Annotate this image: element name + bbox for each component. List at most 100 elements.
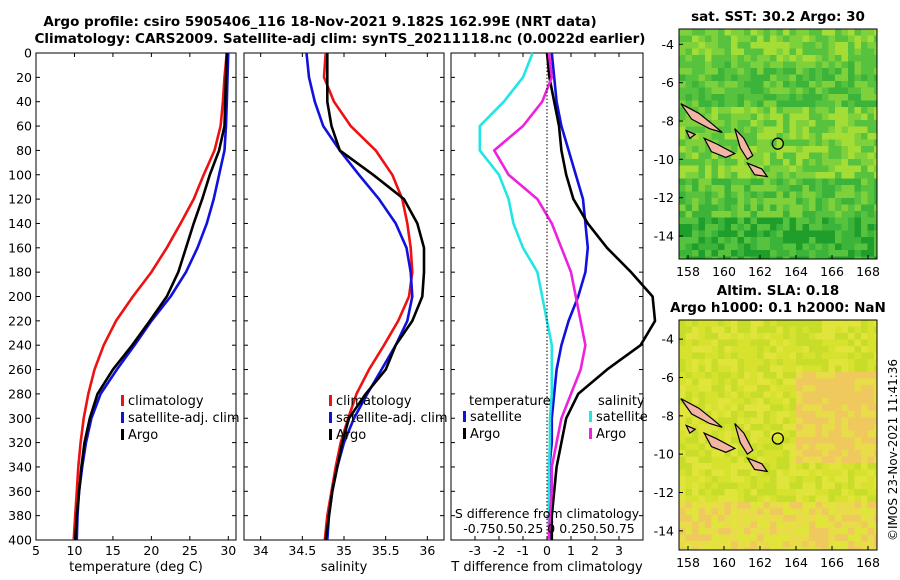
map-cell: [789, 378, 796, 385]
map-cell: [809, 417, 816, 424]
map-cell: [783, 74, 790, 81]
map-cell: [711, 333, 718, 340]
map-cell: [828, 243, 835, 250]
map-cell: [861, 68, 868, 75]
map-cell: [796, 534, 803, 541]
map-cell: [854, 35, 861, 42]
map-cell: [789, 68, 796, 75]
map-cell: [802, 113, 809, 120]
map-cell: [861, 385, 868, 392]
map-cell: [705, 94, 712, 101]
y-tick-label: 160: [8, 240, 32, 255]
map-cell: [789, 204, 796, 211]
map-cell: [841, 35, 848, 42]
map-cell: [737, 378, 744, 385]
map-cell: [841, 29, 848, 36]
map-cell: [783, 424, 790, 431]
map-cell: [874, 172, 877, 179]
map-cell: [848, 326, 855, 333]
map-cell: [809, 521, 816, 528]
y-tick-label: 320: [8, 435, 32, 450]
map-cell: [815, 534, 822, 541]
map-cell: [737, 385, 744, 392]
map-cell: [679, 230, 686, 237]
map-cell: [796, 541, 803, 548]
map-cell: [809, 139, 816, 146]
map-cell: [750, 191, 757, 198]
map-cell: [815, 541, 822, 548]
map-cell: [750, 230, 757, 237]
map-cell: [835, 502, 842, 509]
map-cell: [737, 224, 744, 231]
map-cell: [828, 476, 835, 483]
map-cell: [854, 120, 861, 127]
map-cell: [848, 146, 855, 153]
map-cell: [692, 191, 699, 198]
map-cell: [770, 528, 777, 535]
map-cell: [789, 230, 796, 237]
map-cell: [822, 541, 829, 548]
map-cell: [711, 430, 718, 437]
legend-label: climatology: [128, 394, 204, 409]
map-cell: [685, 100, 692, 107]
figure-title-line2: Climatology: CARS2009. Satellite-adj cli…: [34, 31, 646, 47]
map-cell: [763, 165, 770, 172]
map-cell: [848, 463, 855, 470]
map-cell: [848, 469, 855, 476]
map-cell: [854, 515, 861, 522]
map-cell: [776, 463, 783, 470]
map-cell: [822, 508, 829, 515]
map-cell: [757, 333, 764, 340]
map-cell: [757, 495, 764, 502]
map-cell: [815, 191, 822, 198]
map-cell: [692, 100, 699, 107]
map-cell: [796, 204, 803, 211]
map-cell: [744, 224, 751, 231]
map-cell: [737, 424, 744, 431]
map-cell: [763, 139, 770, 146]
map-cell: [698, 515, 705, 522]
map-cell: [718, 398, 725, 405]
map-cell: [796, 339, 803, 346]
map-cell: [750, 217, 757, 224]
map-cell: [841, 68, 848, 75]
map-cell: [854, 230, 861, 237]
map-cell: [763, 385, 770, 392]
map-cell: [679, 359, 686, 366]
map-cell: [763, 61, 770, 68]
map-cell: [854, 456, 861, 463]
map-cell: [874, 482, 877, 489]
map-cell: [783, 385, 790, 392]
map-cell: [867, 515, 874, 522]
map-cell: [757, 352, 764, 359]
map-cell: [737, 541, 744, 548]
map-cell: [744, 107, 751, 114]
map-cell: [711, 133, 718, 140]
map-cell: [731, 146, 738, 153]
map-cell: [874, 547, 877, 550]
map-cell: [685, 172, 692, 179]
map-cell: [763, 146, 770, 153]
map-cell: [685, 359, 692, 366]
map-cell: [789, 224, 796, 231]
map-cell: [744, 320, 751, 327]
map-cell: [809, 476, 816, 483]
map-cell: [809, 437, 816, 444]
map-cell: [698, 385, 705, 392]
map-cell: [711, 320, 718, 327]
map-x-tick-label: 168: [856, 264, 880, 279]
map-cell: [848, 404, 855, 411]
map-cell: [841, 250, 848, 257]
map-cell: [750, 508, 757, 515]
map-cell: [796, 29, 803, 36]
map-cell: [776, 211, 783, 218]
y-tick-label: 60: [16, 119, 32, 134]
map-cell: [835, 378, 842, 385]
map-cell: [848, 250, 855, 257]
map-cell: [854, 463, 861, 470]
map-cell: [750, 346, 757, 353]
map-cell: [835, 126, 842, 133]
map-cell: [698, 94, 705, 101]
map-cell: [770, 243, 777, 250]
map-cell: [841, 237, 848, 244]
